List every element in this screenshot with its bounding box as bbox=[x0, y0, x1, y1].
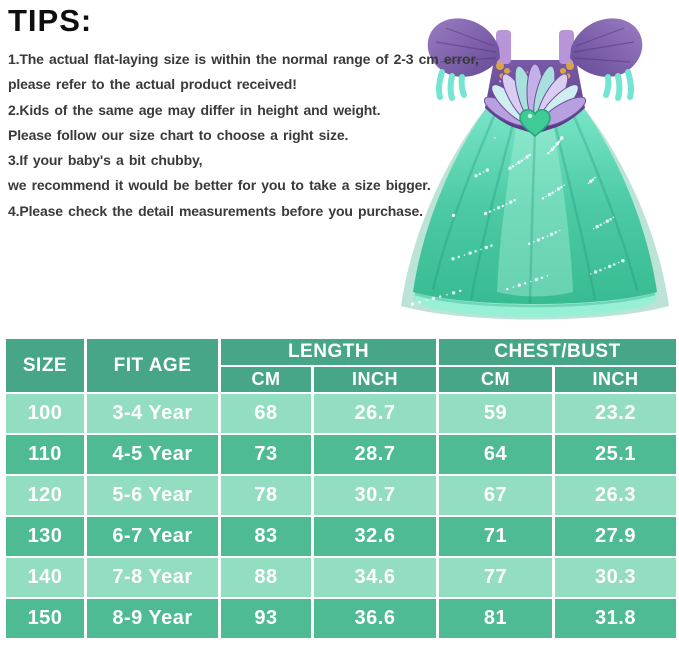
cell-length-inch: 26.7 bbox=[310, 392, 440, 435]
table-row-110: 110 4-5 Year 73 28.7 64 25.1 bbox=[3, 433, 679, 476]
sleeve-left bbox=[427, 18, 500, 101]
cell-length-cm: 88 bbox=[218, 556, 314, 599]
cell-fit-age: 4-5 Year bbox=[84, 433, 221, 476]
tips-title: TIPS: bbox=[8, 3, 93, 38]
col-header-chest-inch: INCH bbox=[552, 365, 679, 394]
cell-chest-cm: 67 bbox=[436, 474, 556, 517]
cell-chest-inch: 23.2 bbox=[552, 392, 679, 435]
gem-highlight bbox=[527, 113, 533, 119]
cell-length-cm: 68 bbox=[218, 392, 314, 435]
cell-length-cm: 78 bbox=[218, 474, 314, 517]
cell-size: 130 bbox=[3, 515, 87, 558]
cell-chest-inch: 27.9 bbox=[552, 515, 679, 558]
tip-line-6: we recommend it would be better for you … bbox=[8, 177, 431, 194]
cell-chest-inch: 30.3 bbox=[552, 556, 679, 599]
product-photo-dress bbox=[396, 4, 674, 326]
cell-length-cm: 73 bbox=[218, 433, 314, 476]
tips-section: TIPS: 1.The actual flat-laying size is w… bbox=[8, 2, 479, 224]
cell-chest-inch: 25.1 bbox=[552, 433, 679, 476]
table-row-130: 130 6-7 Year 83 32.6 71 27.9 bbox=[3, 515, 679, 558]
tips-lines: 1.The actual flat-laying size is within … bbox=[8, 47, 479, 224]
table-row-120: 120 5-6 Year 78 30.7 67 26.3 bbox=[3, 474, 679, 517]
skirt-folds bbox=[414, 113, 656, 308]
tip-line-5: 3.If your baby's a bit chubby, bbox=[8, 152, 203, 169]
tip-line-4: Please follow our size chart to choose a… bbox=[8, 126, 349, 143]
col-header-fit-age: FIT AGE bbox=[84, 337, 221, 394]
cell-size: 140 bbox=[3, 556, 87, 599]
table-row-140: 140 7-8 Year 88 34.6 77 30.3 bbox=[3, 556, 679, 599]
size-table: SIZE FIT AGE LENGTH CHEST/BUST CM INCH C… bbox=[3, 337, 679, 640]
cell-fit-age: 8-9 Year bbox=[84, 597, 221, 640]
cell-chest-cm: 59 bbox=[436, 392, 556, 435]
cell-length-inch: 32.6 bbox=[310, 515, 440, 558]
cell-chest-cm: 64 bbox=[436, 433, 556, 476]
size-table-body: 100 3-4 Year 68 26.7 59 23.2 110 4-5 Yea… bbox=[3, 392, 679, 640]
cell-size: 110 bbox=[3, 433, 87, 476]
col-header-length: LENGTH bbox=[217, 337, 440, 367]
col-header-chest-bust: CHEST/BUST bbox=[436, 337, 679, 367]
tip-line-1: 1.The actual flat-laying size is within … bbox=[8, 51, 479, 67]
cell-length-inch: 30.7 bbox=[310, 474, 440, 517]
cell-length-inch: 36.6 bbox=[310, 597, 440, 640]
cell-length-inch: 34.6 bbox=[310, 556, 440, 599]
col-header-length-cm: CM bbox=[218, 365, 314, 394]
cell-size: 150 bbox=[3, 597, 87, 640]
cell-fit-age: 3-4 Year bbox=[84, 392, 221, 435]
cell-chest-inch: 31.8 bbox=[552, 597, 679, 640]
cell-length-inch: 28.7 bbox=[310, 433, 440, 476]
cell-chest-inch: 26.3 bbox=[552, 474, 679, 517]
table-row-150: 150 8-9 Year 93 36.6 81 31.8 bbox=[3, 597, 679, 640]
col-header-length-inch: INCH bbox=[310, 365, 440, 394]
skirt-highlight bbox=[497, 122, 573, 297]
cell-length-cm: 83 bbox=[218, 515, 314, 558]
cell-fit-age: 5-6 Year bbox=[84, 474, 221, 517]
cell-fit-age: 7-8 Year bbox=[84, 556, 221, 599]
cell-chest-cm: 77 bbox=[436, 556, 556, 599]
cell-length-cm: 93 bbox=[218, 597, 314, 640]
tip-line-2: please refer to the actual product recei… bbox=[8, 76, 297, 93]
tip-line-3: 2.Kids of the same age may differ in hei… bbox=[8, 101, 381, 118]
cell-size: 120 bbox=[3, 474, 87, 517]
mermaid-dress-image bbox=[401, 18, 669, 320]
cell-chest-cm: 71 bbox=[436, 515, 556, 558]
table-row-100: 100 3-4 Year 68 26.7 59 23.2 bbox=[3, 392, 679, 435]
skirt-sparkles bbox=[410, 136, 625, 306]
skirt-main bbox=[413, 107, 657, 304]
tip-line-7: 4.Please check the detail measurements b… bbox=[8, 202, 423, 219]
cell-chest-cm: 81 bbox=[436, 597, 556, 640]
size-table-header: SIZE FIT AGE LENGTH CHEST/BUST CM INCH C… bbox=[3, 337, 679, 394]
cell-size: 100 bbox=[3, 392, 87, 435]
col-header-chest-cm: CM bbox=[436, 365, 556, 394]
cell-fit-age: 6-7 Year bbox=[84, 515, 221, 558]
sleeve-right bbox=[570, 18, 643, 101]
heart-gem bbox=[519, 109, 551, 137]
col-header-size: SIZE bbox=[3, 337, 87, 394]
